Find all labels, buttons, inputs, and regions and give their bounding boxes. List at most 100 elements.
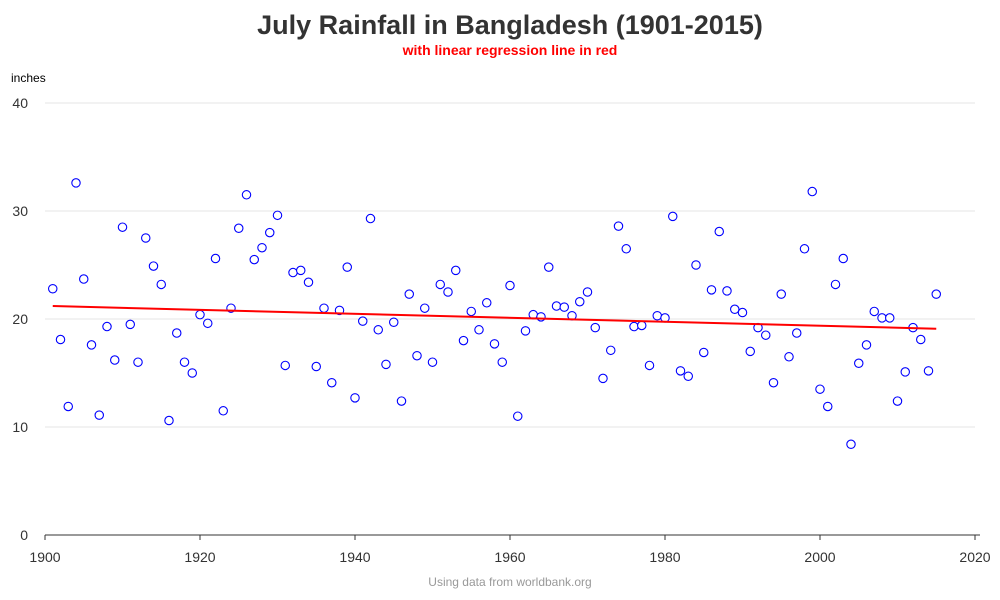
data-point [94, 410, 105, 420]
data-point [636, 320, 647, 331]
data-point [877, 313, 887, 323]
data-point [381, 359, 391, 370]
data-point [574, 296, 585, 307]
data-point [923, 366, 934, 376]
data-point [722, 286, 732, 296]
gridlines [45, 102, 975, 428]
data-point [295, 265, 306, 276]
data-point [396, 396, 407, 406]
data-point [241, 190, 252, 200]
data-point [117, 222, 128, 232]
data-point [373, 325, 383, 335]
y-tick-label: 20 [12, 311, 28, 327]
y-axis-label: inches [11, 71, 46, 85]
data-point [683, 371, 693, 381]
chart-subtitle: with linear regression line in red [402, 42, 618, 58]
data-point [474, 325, 484, 335]
data-point [675, 366, 686, 376]
data-point [884, 313, 895, 323]
x-tick-label: 2000 [804, 549, 835, 565]
data-point [768, 377, 779, 388]
data-point [388, 317, 399, 327]
data-point [605, 345, 616, 356]
data-point [342, 262, 352, 272]
data-point [427, 357, 438, 367]
data-point [164, 415, 174, 426]
data-point [652, 311, 662, 321]
data-point [79, 274, 89, 284]
data-point [319, 303, 329, 313]
data-point [613, 221, 624, 231]
data-point [110, 355, 120, 365]
data-point [644, 360, 655, 371]
data-point [714, 226, 724, 237]
data-point [737, 307, 748, 318]
data-point [102, 321, 112, 332]
x-tick-label: 1960 [494, 549, 525, 565]
data-point [846, 439, 856, 450]
data-point [280, 360, 290, 371]
data-point [505, 280, 515, 291]
data-point [458, 335, 469, 346]
data-point [807, 186, 817, 197]
y-tick-label: 30 [12, 203, 28, 219]
data-point [838, 253, 848, 264]
data-point [412, 350, 422, 361]
data-point [86, 340, 97, 350]
data-point [210, 253, 221, 264]
data-point [303, 277, 314, 288]
data-point [481, 298, 492, 308]
data-point [900, 367, 910, 377]
data-point [745, 346, 755, 357]
data-point [667, 211, 678, 222]
data-point [621, 244, 631, 254]
regression-line-group [52, 305, 937, 330]
data-point [776, 289, 786, 299]
data-point [698, 347, 709, 358]
data-point [172, 328, 182, 338]
footnote: Using data from worldbank.org [428, 575, 591, 589]
data-point [520, 326, 531, 336]
data-point [203, 318, 213, 329]
data-point [47, 284, 58, 294]
data-point [272, 210, 283, 221]
data-point [815, 384, 825, 394]
data-point [551, 301, 562, 311]
data-points [47, 178, 941, 450]
data-point [590, 322, 600, 333]
data-point [419, 303, 430, 313]
y-tick-label: 10 [12, 419, 28, 435]
data-point [326, 377, 337, 388]
data-point [598, 373, 608, 384]
data-point [195, 309, 205, 320]
data-point [830, 279, 841, 290]
x-tick-label: 2020 [959, 549, 990, 565]
data-point [71, 178, 81, 188]
data-point [536, 312, 546, 322]
data-point [141, 233, 151, 243]
data-point [799, 244, 810, 254]
data-point [435, 279, 445, 290]
data-point [288, 267, 298, 278]
data-point [55, 334, 66, 345]
data-point [706, 285, 717, 295]
data-point [350, 393, 360, 403]
data-point [784, 352, 794, 362]
x-tick-label: 1940 [339, 549, 370, 565]
data-point [931, 289, 941, 299]
data-point [357, 316, 368, 326]
data-point [148, 261, 159, 271]
data-point [450, 265, 461, 276]
data-point [218, 406, 229, 416]
data-point [63, 401, 74, 412]
data-point [125, 319, 136, 330]
data-point [869, 306, 879, 317]
data-point [249, 254, 260, 265]
data-point [257, 242, 267, 253]
data-point [559, 302, 569, 312]
data-point [264, 227, 275, 238]
data-point [760, 330, 771, 340]
data-point [443, 287, 453, 297]
data-point [133, 357, 143, 367]
